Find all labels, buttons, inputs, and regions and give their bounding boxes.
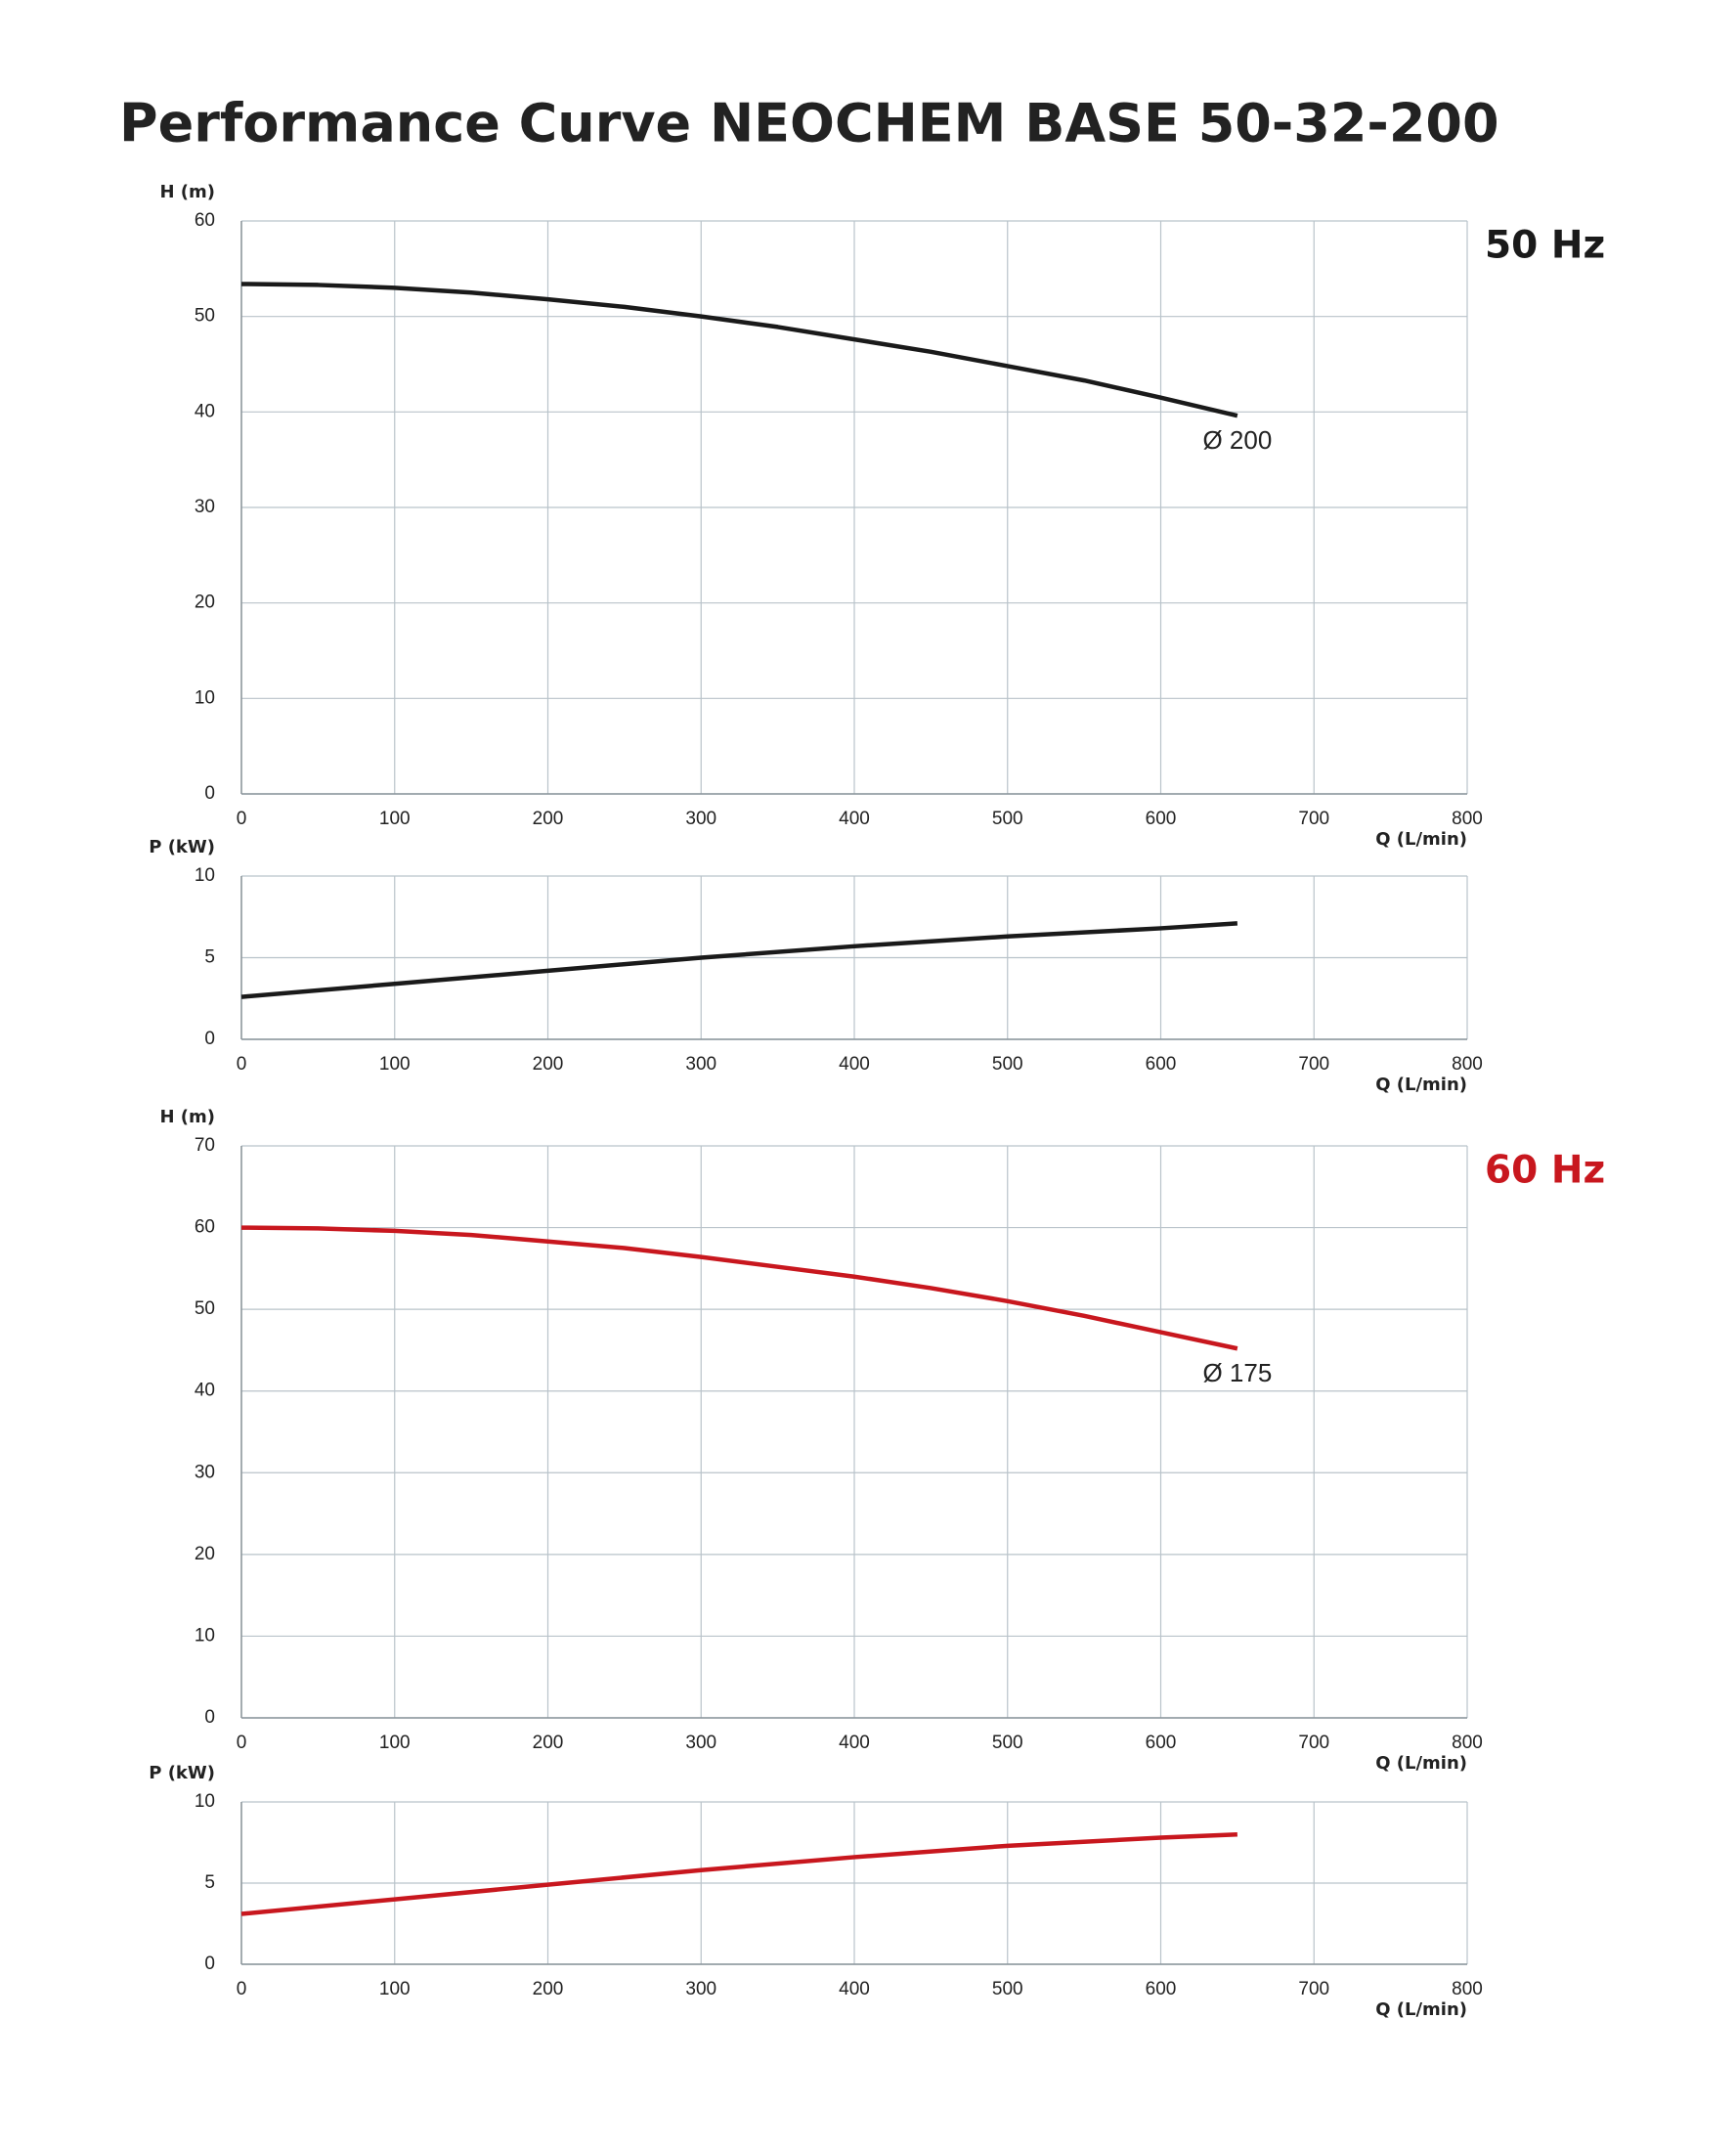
x-tick-label: 700	[1298, 809, 1329, 829]
x-tick-label: 800	[1452, 1733, 1483, 1753]
x-tick-label: 500	[992, 1733, 1023, 1753]
curve	[240, 921, 1238, 999]
x-tick-label: 100	[379, 1054, 411, 1075]
curve-label: Ø 175	[1202, 1358, 1272, 1387]
x-tick-label: 600	[1146, 1733, 1177, 1753]
curve	[240, 1831, 1237, 1916]
x-tick-label: 300	[685, 1733, 716, 1753]
y-tick-label: 5	[204, 947, 215, 968]
x-tick-label: 800	[1452, 809, 1483, 829]
x-tick-label: 800	[1452, 1979, 1483, 1999]
x-tick-label: 0	[237, 809, 247, 829]
x-axis-label: Q (L/min)	[1375, 1753, 1467, 1774]
y-axis-label: H (m)	[159, 182, 215, 202]
x-tick-label: 100	[379, 1979, 411, 1999]
y-tick-label: 20	[195, 1544, 215, 1564]
x-tick-label: 800	[1452, 1054, 1483, 1075]
x-axis-label: Q (L/min)	[1375, 1075, 1467, 1095]
x-tick-label: 500	[992, 809, 1023, 829]
x-tick-label: 0	[237, 1733, 247, 1753]
curve	[240, 1225, 1238, 1351]
y-tick-label: 20	[195, 593, 215, 613]
x-tick-label: 200	[533, 809, 564, 829]
y-tick-label: 10	[195, 687, 215, 708]
x-tick-label: 400	[839, 1733, 870, 1753]
x-tick-label: 100	[379, 809, 411, 829]
x-tick-label: 400	[839, 809, 870, 829]
frequency-label: 60 Hz	[1485, 1149, 1605, 1193]
y-tick-label: 5	[204, 1872, 215, 1893]
x-tick-label: 200	[533, 1979, 564, 1999]
x-tick-label: 0	[237, 1979, 247, 1999]
x-tick-label: 500	[992, 1979, 1023, 1999]
frequency-label: 50 Hz	[1485, 224, 1605, 268]
y-tick-label: 0	[204, 1953, 215, 1974]
x-tick-label: 500	[992, 1054, 1023, 1075]
y-tick-label: 10	[195, 865, 215, 886]
x-tick-label: 600	[1146, 809, 1177, 829]
y-tick-label: 30	[195, 1462, 215, 1482]
y-tick-label: 60	[195, 1217, 215, 1238]
x-tick-label: 600	[1146, 1979, 1177, 1999]
y-tick-label: 50	[195, 306, 215, 327]
y-tick-label: 0	[204, 783, 215, 804]
x-tick-label: 300	[685, 809, 716, 829]
y-tick-label: 0	[204, 1707, 215, 1728]
x-tick-label: 300	[685, 1054, 716, 1075]
x-tick-label: 600	[1146, 1054, 1177, 1075]
y-tick-label: 10	[195, 1625, 215, 1646]
y-tick-label: 40	[195, 1381, 215, 1401]
x-tick-label: 200	[533, 1733, 564, 1753]
curve	[240, 282, 1238, 418]
x-tick-label: 400	[839, 1979, 870, 1999]
y-tick-label: 70	[195, 1135, 215, 1156]
x-tick-label: 700	[1298, 1054, 1329, 1075]
x-tick-label: 400	[839, 1054, 870, 1075]
y-tick-label: 40	[195, 401, 215, 421]
x-tick-label: 200	[533, 1054, 564, 1075]
y-axis-label: H (m)	[159, 1107, 215, 1127]
y-tick-label: 10	[195, 1791, 215, 1812]
y-tick-label: 50	[195, 1298, 215, 1319]
x-tick-label: 0	[237, 1054, 247, 1075]
x-tick-label: 700	[1298, 1979, 1329, 1999]
y-tick-label: 60	[195, 210, 215, 231]
x-axis-label: Q (L/min)	[1375, 829, 1467, 850]
y-axis-label: P (kW)	[149, 1763, 215, 1783]
curve-label: Ø 200	[1202, 425, 1272, 455]
y-axis-label: P (kW)	[149, 837, 215, 857]
x-tick-label: 100	[379, 1733, 411, 1753]
y-tick-label: 0	[204, 1029, 215, 1049]
x-axis-label: Q (L/min)	[1375, 1999, 1467, 2020]
y-tick-label: 30	[195, 497, 215, 517]
page-title: Performance Curve NEOCHEM BASE 50-32-200	[119, 93, 1499, 154]
x-tick-label: 700	[1298, 1733, 1329, 1753]
x-tick-label: 300	[685, 1979, 716, 1999]
